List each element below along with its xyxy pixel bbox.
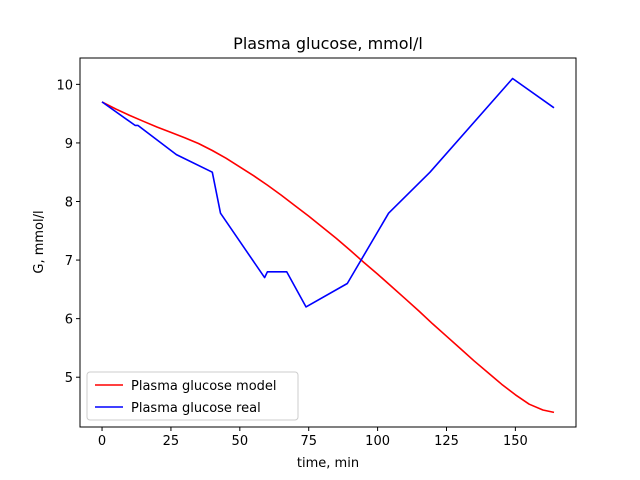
- x-tick-label-4: 100: [365, 434, 390, 449]
- legend-box: [86, 371, 299, 421]
- y-tick-label-3: 8: [65, 196, 73, 211]
- x-tick-label-6: 150: [503, 434, 528, 449]
- y-tick-label-4: 9: [65, 137, 73, 152]
- x-tick-label-0: 0: [98, 434, 106, 449]
- y-tick-label-2: 7: [65, 254, 73, 269]
- chart-title: Plasma glucose, mmol/l: [233, 34, 423, 53]
- y-tick-label-1: 6: [65, 313, 73, 328]
- x-axis-label: time, min: [297, 456, 359, 471]
- series-line-1: [101, 77, 555, 308]
- x-tick-label-3: 75: [300, 434, 317, 449]
- axes-frame: [79, 57, 577, 428]
- legend: Plasma glucose model Plasma glucose real: [86, 371, 299, 421]
- y-tick-label-0: 5: [65, 371, 73, 386]
- x-tick-label-1: 25: [163, 434, 180, 449]
- ticks: 0 25 50 75 100 125 150 5 6 7 8 9 10: [56, 78, 527, 449]
- x-tick-label-2: 50: [232, 434, 249, 449]
- x-tick-label-5: 125: [434, 434, 459, 449]
- y-axis-label: G, mmol/l: [32, 210, 47, 273]
- y-tick-label-5: 10: [56, 78, 73, 93]
- series-line-0: [101, 101, 555, 414]
- plot-area: [101, 77, 555, 414]
- legend-label-1: Plasma glucose real: [131, 401, 261, 416]
- legend-label-0: Plasma glucose model: [131, 379, 277, 394]
